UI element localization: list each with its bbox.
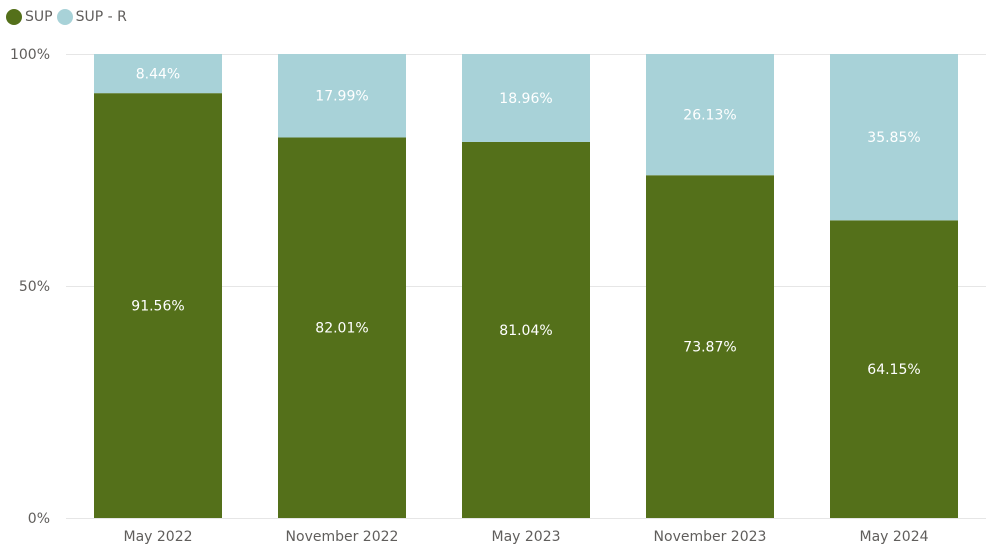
bar-sup bbox=[94, 93, 222, 519]
legend-item-sup-r[interactable]: SUP - R bbox=[56, 9, 127, 25]
x-tick-label: May 2022 bbox=[123, 529, 192, 545]
legend: SUP SUP - R bbox=[6, 9, 131, 25]
y-tick-label: 100% bbox=[10, 47, 50, 63]
legend-marker-sup-r bbox=[56, 9, 73, 25]
bar-sup bbox=[278, 137, 406, 518]
bar-sup bbox=[462, 141, 590, 518]
data-label: 17.99% bbox=[315, 89, 368, 105]
legend-item-sup[interactable]: SUP bbox=[6, 9, 53, 25]
data-label: 35.85% bbox=[867, 130, 920, 146]
data-label: 18.96% bbox=[499, 91, 552, 107]
data-label: 81.04% bbox=[499, 323, 552, 339]
data-label: 73.87% bbox=[683, 340, 736, 356]
data-label: 91.56% bbox=[131, 299, 184, 315]
legend-label-sup: SUP bbox=[25, 9, 53, 25]
x-tick-label: May 2024 bbox=[859, 529, 928, 545]
x-tick-label: November 2023 bbox=[654, 529, 767, 545]
legend-label-sup-r: SUP - R bbox=[75, 9, 127, 25]
data-label: 82.01% bbox=[315, 321, 368, 337]
bar-sup bbox=[830, 220, 958, 518]
y-tick-label: 0% bbox=[28, 511, 50, 527]
legend-marker-sup bbox=[6, 9, 22, 25]
x-tick-label: May 2023 bbox=[491, 529, 560, 545]
data-label: 26.13% bbox=[683, 108, 736, 124]
bar-sup bbox=[646, 175, 774, 518]
x-tick-label: November 2022 bbox=[286, 529, 399, 545]
bar-sup-r bbox=[462, 54, 590, 142]
bar-sup-r bbox=[94, 54, 222, 94]
data-label: 64.15% bbox=[867, 362, 920, 378]
y-tick-label: 50% bbox=[19, 279, 50, 295]
bar-sup-r bbox=[278, 54, 406, 138]
data-label: 8.44% bbox=[136, 67, 180, 83]
bar-sup-r bbox=[830, 54, 958, 221]
bar-sup-r bbox=[646, 54, 774, 176]
